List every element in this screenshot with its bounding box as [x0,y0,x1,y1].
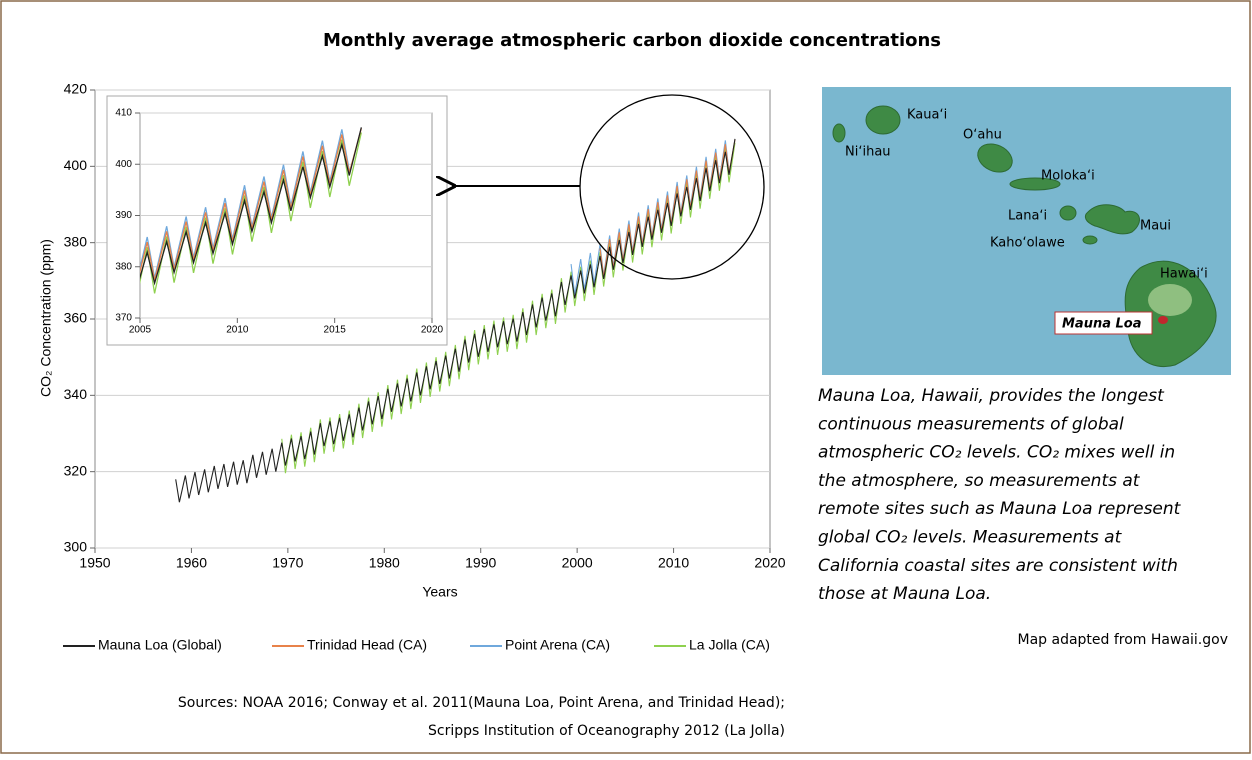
legend-label: La Jolla (CA) [689,637,770,653]
island [866,106,900,134]
island-label: Maui [1140,219,1171,234]
y-tick-label: 340 [64,386,88,402]
x-tick-label: 1950 [79,555,110,571]
sources: Scripps Institution of Oceanography 2012… [428,723,785,739]
y-tick-label: 410 [115,108,132,119]
y-tick-label: 360 [64,310,88,326]
y-tick-label: 380 [64,233,88,249]
legend-label: Mauna Loa (Global) [98,637,222,653]
site-dot [1158,316,1168,324]
site-label: Mauna Loa [1062,317,1142,332]
island-label: O‘ahu [963,128,1002,143]
caption-line: global CO₂ levels. Measurements at [818,528,1123,548]
legend-label: Trinidad Head (CA) [307,637,427,653]
island [833,124,845,142]
legend-label: Point Arena (CA) [505,637,610,653]
island-highland [1148,284,1192,316]
y-tick-label: 420 [64,81,88,97]
island-label: Ni‘ihau [845,145,891,160]
figure: Monthly average atmospheric carbon dioxi… [0,0,1252,755]
caption-line: those at Mauna Loa. [818,584,991,604]
caption-line: California coastal sites are consistent … [818,556,1178,576]
x-tick-label: 2020 [421,325,444,336]
x-tick-label: 2010 [226,325,249,336]
caption-line: remote sites such as Mauna Loa represent [818,499,1182,519]
x-tick-label: 2015 [324,325,347,336]
chart-title: Monthly average atmospheric carbon dioxi… [323,30,941,51]
y-tick-label: 320 [64,462,88,478]
x-tick-label: 2020 [754,555,785,571]
island-label: Kaua‘i [907,108,947,123]
x-tick-label: 1970 [272,555,303,571]
x-tick-label: 1990 [465,555,496,571]
x-tick-label: 2010 [658,555,689,571]
caption-line: continuous measurements of global [818,414,1124,434]
x-tick-label: 2005 [129,325,152,336]
sources: Sources: NOAA 2016; Conway et al. 2011(M… [178,695,785,711]
island-label: Moloka‘i [1041,169,1095,184]
caption-line: the atmosphere, so measurements at [818,471,1141,491]
y-tick-label: 370 [115,313,132,324]
x-tick-label: 1980 [369,555,400,571]
island-label: Kaho‘olawe [990,236,1065,251]
caption-line: atmospheric CO₂ levels. CO₂ mixes well i… [818,443,1175,463]
island-label: Hawai‘i [1160,267,1208,282]
x-tick-label: 2000 [562,555,593,571]
y-tick-label: 400 [64,157,88,173]
x-axis-label: Years [422,584,457,600]
map: Kaua‘i Ni‘ihau O‘ahu Moloka‘i Lana‘i Mau… [822,87,1231,375]
island [1083,236,1097,244]
y-tick-label: 380 [115,261,132,272]
x-tick-label: 1960 [176,555,207,571]
island [1060,206,1076,220]
y-tick-label: 390 [115,210,132,221]
caption-line: Mauna Loa, Hawaii, provides the longest [818,386,1165,406]
y-axis-label: CO₂ Concentration (ppm) [38,239,54,397]
island-label: Lana‘i [1008,209,1047,224]
map-credit: Map adapted from Hawaii.gov [1018,632,1229,648]
y-tick-label: 300 [64,539,88,555]
y-tick-label: 400 [115,159,132,170]
